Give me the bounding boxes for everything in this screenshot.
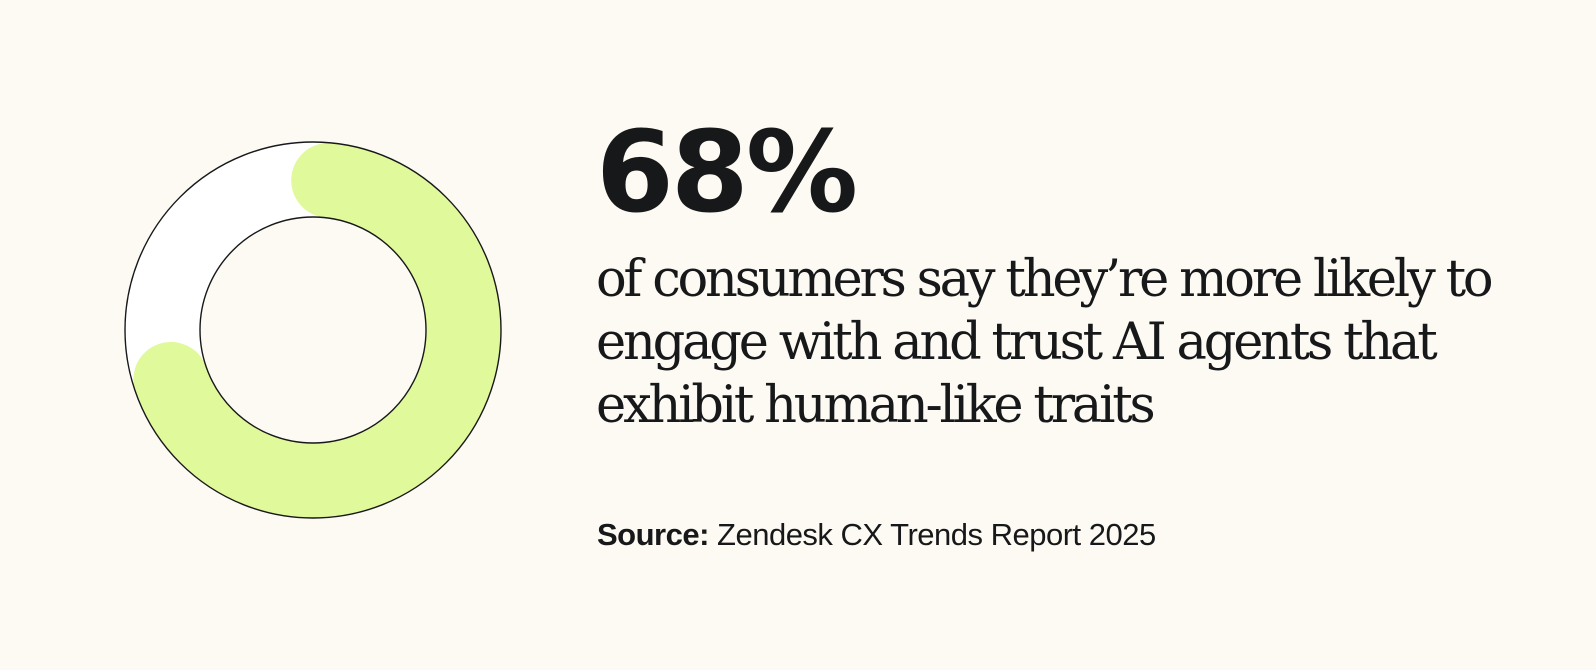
stat-block: 68% of consumers say they’re more likely… [596, 112, 1556, 437]
donut-value-slice [133, 142, 501, 518]
source-line: Source: Zendesk CX Trends Report 2025 [597, 515, 1156, 555]
donut-outer-ring [124, 141, 502, 519]
donut-chart [120, 138, 520, 538]
source-text: Zendesk CX Trends Report 2025 [708, 517, 1156, 552]
source-label: Source: [597, 517, 709, 552]
donut-chart-svg [124, 141, 502, 519]
stat-value: 68% [596, 108, 858, 238]
stat-description: of consumers say they’re more likely to … [596, 250, 1494, 435]
donut-inner-ring [199, 216, 427, 444]
